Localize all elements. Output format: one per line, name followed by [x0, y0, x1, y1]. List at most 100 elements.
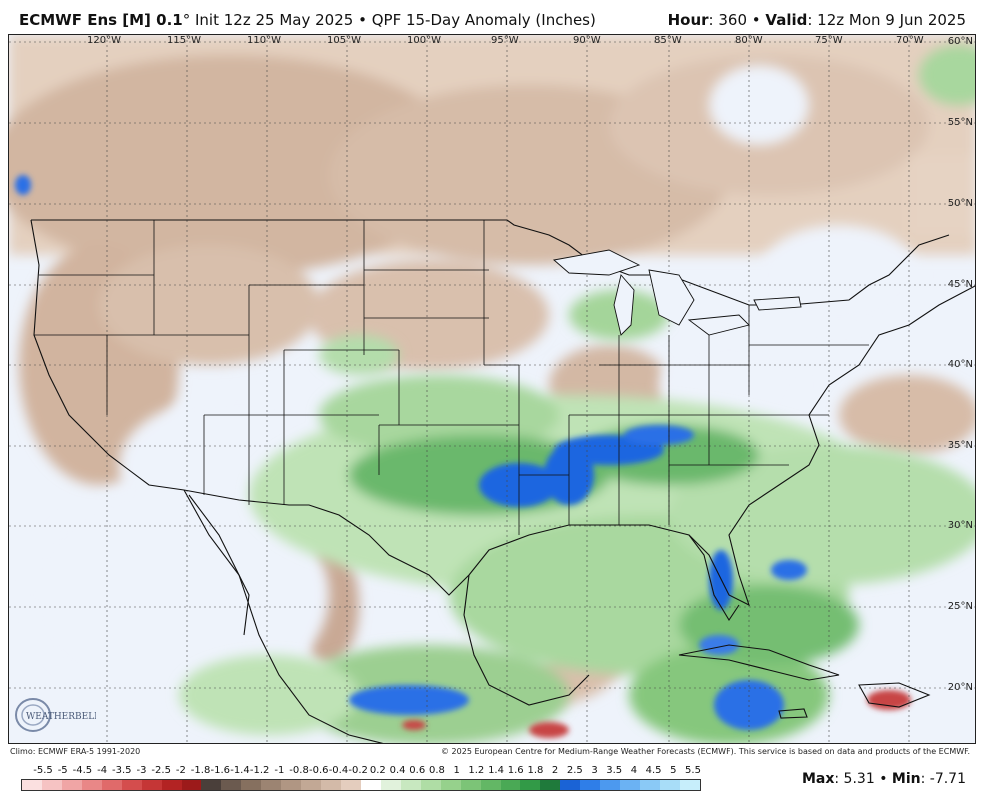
max-min-stats: Max: 5.31 • Min: -7.71: [802, 771, 966, 787]
legend-swatch: [640, 780, 660, 790]
legend-swatch: [61, 780, 82, 790]
legend-tick: 2.5: [566, 765, 583, 776]
extreme-dry-areas: [402, 690, 911, 738]
legend-swatch: [360, 780, 381, 790]
political-borders: [30, 219, 975, 743]
great-lakes: [552, 249, 802, 336]
legend-swatch: [301, 780, 322, 790]
legend-color-bar: [21, 779, 701, 791]
legend-tick: -0.2: [348, 765, 368, 776]
graticule: [9, 35, 975, 743]
legend-tick: -1.8: [190, 765, 211, 776]
legend-swatch: [281, 780, 302, 790]
legend-swatch: [679, 780, 700, 790]
legend-tick: 1.8: [527, 765, 544, 776]
max-value: : 5.31: [834, 771, 875, 787]
legend-swatch: [620, 780, 641, 790]
legend-tick: -5.5: [33, 765, 53, 776]
lat-label-20n: 20°N: [947, 682, 973, 693]
lon-label-120w: 120°W: [87, 35, 121, 46]
lon-label-100w: 100°W: [407, 35, 441, 46]
valid-value: : 12z Mon 9 Jun 2025: [807, 11, 966, 29]
degree-symbol: °: [182, 11, 191, 29]
lat-label-25n: 25°N: [947, 601, 973, 612]
legend-tick: 3: [591, 765, 598, 776]
model-name: ECMWF Ens [M] 0.1: [19, 11, 183, 29]
legend-tick: 1.6: [507, 765, 524, 776]
lon-label-90w: 90°W: [573, 35, 601, 46]
legend-swatch: [241, 780, 262, 790]
legend-tick: -1.6: [210, 765, 231, 776]
legend-swatch: [500, 780, 521, 790]
legend-swatch: [201, 780, 222, 790]
legend-swatch: [81, 780, 102, 790]
legend-swatch: [420, 780, 441, 790]
legend-tick: 1.2: [468, 765, 485, 776]
legend-swatch: [460, 780, 481, 790]
state-borders: [34, 220, 869, 535]
lat-label-35n: 35°N: [947, 440, 973, 451]
legend-swatch: [540, 780, 561, 790]
legend-swatch: [341, 780, 361, 790]
legend-swatch: [121, 780, 142, 790]
valid-label: Valid: [765, 11, 808, 29]
legend-swatch: [41, 780, 62, 790]
legend-swatch: [520, 780, 541, 790]
legend-tick: -0.6: [308, 765, 329, 776]
color-legend: -5.5 -5 -4.5 -4 -3.5 -3 -2.5 -2 -1.8 -1.6 -1.4 -1.2…: [21, 765, 701, 793]
legend-tick: -2: [175, 765, 186, 776]
init-time: Init 12z 25 May 2025: [195, 11, 354, 29]
hour-label: Hour: [667, 11, 709, 29]
legend-swatch: [101, 780, 122, 790]
title-separator-right: •: [751, 11, 761, 29]
legend-swatch: [221, 780, 242, 790]
legend-swatch: [560, 780, 581, 790]
legend-tick: -0.8: [289, 765, 309, 776]
title-bar: ECMWF Ens [M] 0.1° Init 12z 25 May 2025 …: [0, 0, 984, 34]
legend-swatch: [380, 780, 401, 790]
legend-tick: 4.5: [645, 765, 662, 776]
legend-swatch: [400, 780, 421, 790]
lat-label-45n: 45°N: [947, 279, 973, 290]
copyright-note: © 2025 European Centre for Medium-Range …: [441, 747, 970, 756]
legend-swatch: [321, 780, 341, 790]
legend-tick: 4: [630, 765, 638, 776]
legend-swatch: [440, 780, 461, 790]
legend-tick: -1.4: [230, 765, 250, 776]
forecast-time: Hour: 360 • Valid: 12z Mon 9 Jun 2025: [668, 11, 966, 29]
hour-value: : 360: [708, 11, 747, 29]
legend-tick: 0.2: [369, 765, 386, 776]
lon-label-95w: 95°W: [491, 35, 519, 46]
legend-swatch: [261, 780, 282, 790]
legend-tick: 1: [453, 765, 460, 776]
lat-label-40n: 40°N: [947, 359, 973, 370]
lon-label-85w: 85°W: [654, 35, 682, 46]
lon-label-105w: 105°W: [327, 35, 361, 46]
legend-tick: -4: [97, 765, 108, 776]
title-separator: •: [358, 11, 367, 29]
map-canvas: [9, 35, 975, 743]
climo-note: Climo: ECMWF ERA-5 1991-2020: [10, 747, 141, 756]
legend-tick: 5: [670, 765, 677, 776]
lon-label-80w: 80°W: [735, 35, 763, 46]
lon-label-70w: 70°W: [896, 35, 924, 46]
lat-label-30n: 30°N: [947, 520, 973, 531]
lon-label-115w: 115°W: [167, 35, 201, 46]
logo-text: WEATHERBELL: [26, 712, 96, 722]
legend-tick: -3: [136, 765, 147, 776]
min-value: : -7.71: [920, 771, 966, 787]
lat-label-50n: 50°N: [947, 198, 973, 209]
max-label: Max: [801, 771, 835, 787]
legend-tick: -1.2: [249, 765, 270, 776]
legend-tick: -1: [274, 765, 285, 776]
lon-label-110w: 110°W: [247, 35, 281, 46]
legend-tick: -4.5: [72, 765, 93, 776]
legend-tick: 1.4: [488, 765, 504, 776]
chart-title: ECMWF Ens [M] 0.1° Init 12z 25 May 2025 …: [19, 11, 596, 29]
legend-swatch: [480, 780, 501, 790]
legend-swatch: [161, 780, 182, 790]
legend-tick: 0.6: [409, 765, 426, 776]
legend-tick: 2: [551, 765, 559, 776]
legend-tick: 0.4: [389, 765, 406, 776]
precip-anomaly-map[interactable]: 120°W 115°W 110°W 105°W 100°W 95°W 90°W …: [8, 34, 976, 744]
